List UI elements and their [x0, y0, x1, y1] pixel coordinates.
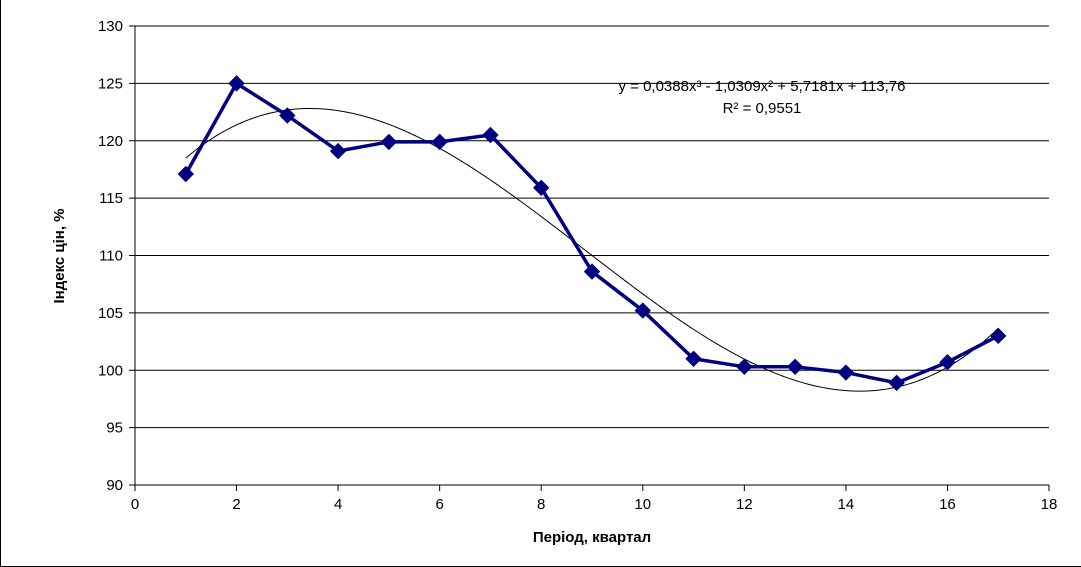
y-tick-labels: 90 95 100 105 110 115 120 125 130	[98, 18, 123, 494]
x-axis-title: Період, квартал	[533, 529, 651, 546]
x-tick-labels: 0 2 4 6 8 10 12 14 16 18	[131, 496, 1058, 513]
data-point-1	[177, 165, 194, 183]
y-axis-title: Індекс цін, %	[51, 208, 68, 303]
trendline-equation: y = 0,0388x³ - 1,0309x² + 5,7181x + 113,…	[618, 78, 905, 95]
y-tick-label-6: 120	[98, 133, 123, 150]
y-tick-label-3: 105	[98, 305, 123, 322]
data-point-12	[736, 358, 753, 376]
y-tick-label-8: 130	[98, 18, 123, 35]
x-tick-label-4: 8	[537, 496, 545, 513]
axes	[129, 25, 1050, 491]
data-point-15	[888, 374, 905, 392]
y-tick-label-1: 95	[106, 420, 123, 437]
trendline-r-squared: R² = 0,9551	[723, 100, 802, 117]
y-tick-label-7: 125	[98, 75, 123, 92]
gridlines	[135, 25, 1049, 429]
x-tick-label-6: 12	[736, 496, 753, 513]
y-tick-label-2: 100	[98, 362, 123, 379]
data-point-16	[939, 354, 956, 371]
data-point-9	[583, 263, 601, 280]
polynomial-trendline	[185, 107, 999, 392]
data-point-2	[228, 75, 245, 92]
data-point-14	[837, 364, 855, 381]
x-tick-label-3: 6	[435, 496, 443, 513]
data-point-8	[533, 179, 550, 197]
data-point-17	[990, 327, 1007, 345]
data-point-3	[279, 107, 296, 124]
series-markers	[177, 75, 1007, 392]
x-tick-label-8: 16	[939, 496, 956, 513]
data-point-11	[685, 350, 702, 367]
data-point-5	[380, 133, 398, 151]
x-tick-label-1: 2	[232, 496, 240, 513]
x-tick-label-7: 14	[838, 496, 855, 513]
x-tick-label-9: 18	[1041, 496, 1058, 513]
data-point-7	[482, 126, 499, 144]
data-point-6	[431, 133, 448, 151]
data-point-4	[329, 142, 347, 160]
data-point-13	[786, 358, 804, 376]
x-tick-label-5: 10	[634, 496, 651, 513]
series-line	[184, 81, 1000, 385]
data-point-10	[634, 302, 651, 319]
y-tick-label-5: 115	[99, 190, 123, 207]
x-tick-label-2: 4	[334, 496, 342, 513]
x-tick-label-0: 0	[131, 496, 139, 513]
y-tick-label-4: 110	[99, 248, 123, 265]
y-tick-label-0: 90	[106, 477, 123, 494]
